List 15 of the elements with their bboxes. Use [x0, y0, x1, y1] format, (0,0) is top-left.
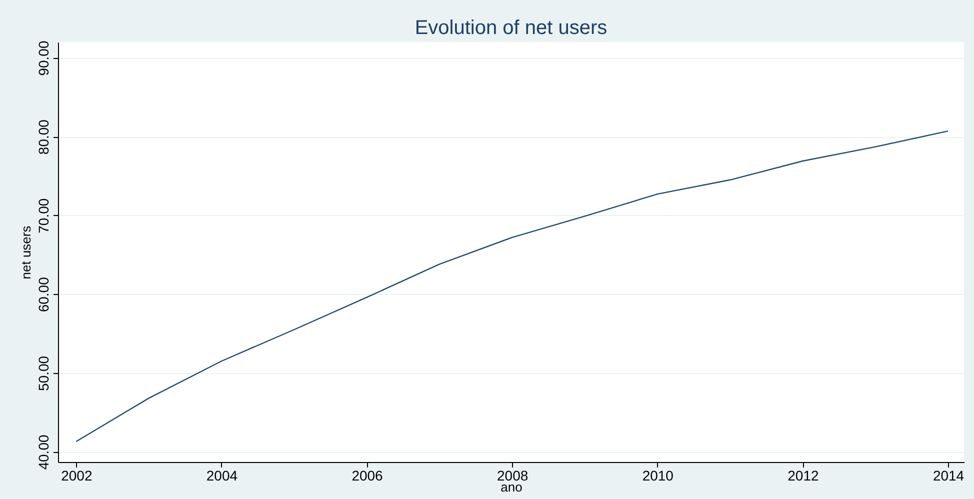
- x-tick-label: 2012: [788, 468, 819, 484]
- y-tick-label: 60.00: [36, 276, 52, 312]
- y-axis-title: net users: [18, 225, 34, 280]
- chart-title: Evolution of net users: [414, 17, 608, 40]
- y-tick-label: 90.00: [36, 40, 52, 76]
- y-tick-label: 70.00: [36, 198, 52, 234]
- y-tick-label: 40.00: [36, 434, 52, 470]
- x-tick-label: 2006: [352, 468, 384, 484]
- y-tick-label: 50.00: [36, 356, 52, 391]
- x-tick-label: 2002: [61, 468, 92, 484]
- y-tick-label: 80.00: [36, 119, 52, 155]
- x-tick-label: 2014: [932, 468, 964, 484]
- x-tick-label: 2004: [206, 468, 238, 484]
- line-series: [76, 130, 949, 442]
- x-tick-label: 2010: [642, 468, 674, 484]
